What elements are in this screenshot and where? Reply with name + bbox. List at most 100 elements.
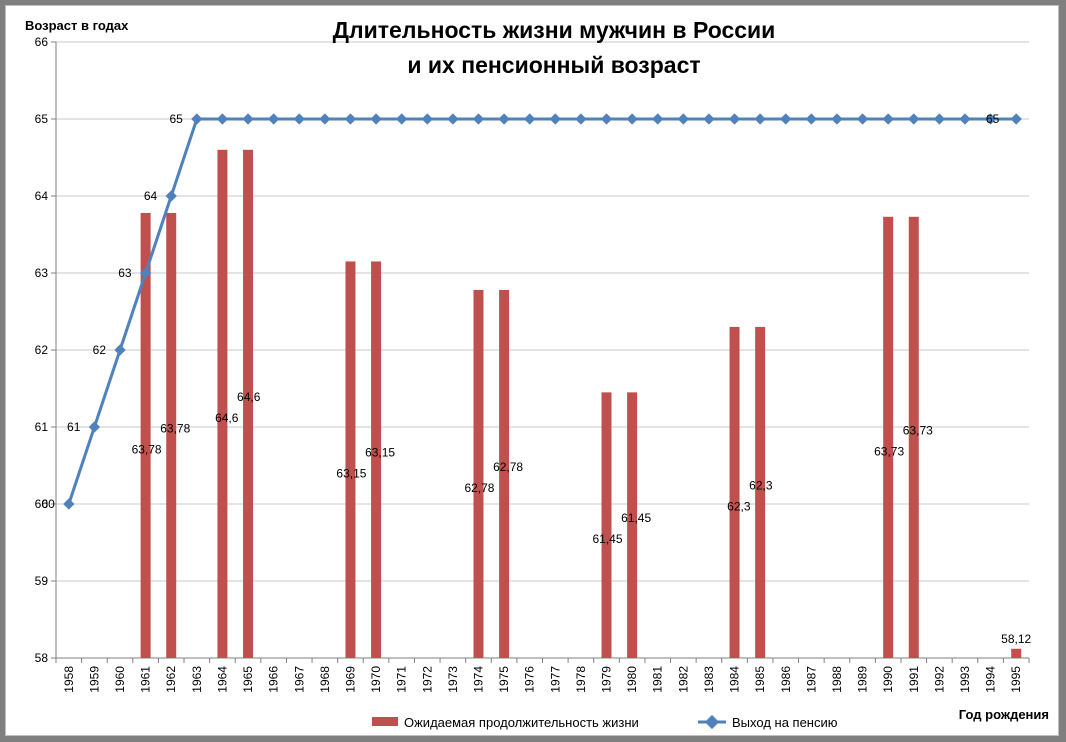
x-tick-label-1993: 1993 — [958, 666, 972, 693]
line-marker-1959 — [88, 421, 101, 433]
bar-label-1991: 63,73 — [903, 423, 933, 437]
x-tick-label-1982: 1982 — [676, 666, 690, 693]
y-tick-label-63: 63 — [35, 266, 49, 280]
x-tick-label-1994: 1994 — [984, 666, 998, 693]
line-marker-1978 — [575, 113, 587, 125]
bar-1962 — [166, 212, 177, 658]
line-marker-1972 — [421, 113, 433, 125]
line-marker-1969 — [344, 113, 357, 125]
chart-title-line-2: и их пенсионный возраст — [407, 52, 700, 78]
x-axis-label: Год рождения — [959, 707, 1049, 722]
line-marker-1995 — [1010, 113, 1022, 125]
y-tick-label-60: 60 — [35, 497, 49, 511]
bar-label-1984: 62,3 — [727, 499, 751, 513]
line-marker-1960 — [114, 344, 126, 356]
line-marker-1993 — [959, 113, 971, 125]
bar-label-1980: 61,45 — [621, 511, 651, 525]
x-tick-label-1970: 1970 — [369, 666, 383, 693]
line-marker-1973 — [447, 113, 459, 125]
line-marker-1988 — [831, 113, 843, 125]
line-marker-1964 — [216, 113, 229, 125]
bar-1970 — [371, 261, 382, 658]
bar-label-1969: 63,15 — [336, 467, 366, 481]
legend: Ожидаемая продолжительность жизни Выход … — [372, 714, 838, 730]
x-tick-label-1977: 1977 — [548, 666, 562, 693]
line-marker-1986 — [780, 113, 792, 125]
x-tick-label-1963: 1963 — [190, 666, 204, 693]
bar-1979 — [601, 392, 612, 658]
bar-label-1995: 58,12 — [1001, 632, 1031, 646]
line-marker-1991 — [908, 113, 920, 125]
bar-label-1974: 62,78 — [464, 481, 494, 495]
x-tick-label-1969: 1969 — [343, 666, 357, 693]
line-marker-1963 — [191, 113, 203, 125]
line-marker-1965 — [242, 113, 254, 125]
x-tick-label-1984: 1984 — [728, 666, 742, 693]
bar-1990 — [883, 216, 894, 659]
gridlines — [55, 41, 1029, 659]
x-tick-label-1959: 1959 — [87, 666, 101, 693]
x-tick-label-1967: 1967 — [292, 666, 306, 693]
line-marker-1982 — [677, 113, 689, 125]
line-marker-1981 — [652, 113, 664, 125]
x-tick-label-1972: 1972 — [420, 666, 434, 693]
x-tick-label-1986: 1986 — [779, 666, 793, 693]
line-marker-1962 — [165, 190, 177, 202]
x-tick-label-1983: 1983 — [702, 666, 716, 693]
bar-1961 — [140, 212, 151, 658]
legend-line-marker — [704, 714, 720, 730]
bar-label-1970: 63,15 — [365, 446, 395, 460]
x-tick-label-1989: 1989 — [856, 666, 870, 693]
bar-label-1979: 61,45 — [592, 532, 622, 546]
data-labels: 63,78 63,78 64,6 64,6 63,15 63,15 62,78 62,78 61… — [41, 112, 1031, 646]
y-tick-label-61: 61 — [35, 420, 49, 434]
x-tick-label-1979: 1979 — [600, 666, 614, 693]
x-tick-label-1964: 1964 — [215, 666, 229, 693]
x-tick-label-1975: 1975 — [497, 666, 511, 693]
line-label-1959: 61 — [67, 420, 81, 434]
line-marker-1980 — [626, 113, 638, 125]
bar-label-1964: 64,6 — [215, 411, 239, 425]
y-tick-label-62: 62 — [35, 343, 49, 357]
x-tick-label-1973: 1973 — [446, 666, 460, 693]
bar-label-1985: 62,3 — [749, 478, 773, 492]
y-axis-ticks: 58 59 60 61 62 63 64 65 66 — [35, 35, 56, 665]
x-tick-label-1981: 1981 — [651, 666, 665, 693]
x-tick-label-1985: 1985 — [753, 666, 767, 693]
bar-label-1961: 63,78 — [132, 442, 162, 456]
line-marker-1958 — [63, 498, 75, 510]
line-label-1960: 62 — [93, 343, 107, 357]
legend-bar-label: Ожидаемая продолжительность жизни — [404, 715, 639, 730]
bar-1964 — [217, 149, 228, 659]
line-label-1961: 63 — [118, 266, 132, 280]
x-tick-label-1962: 1962 — [164, 666, 178, 693]
x-tick-label-1974: 1974 — [471, 666, 485, 693]
y-tick-label-59: 59 — [35, 574, 49, 588]
line-marker-1975 — [498, 113, 510, 125]
bar-series — [140, 149, 1022, 659]
line-marker-1968 — [319, 113, 331, 125]
bar-label-1962: 63,78 — [160, 421, 190, 435]
bar-1985 — [755, 326, 766, 658]
line-marker-1961 — [139, 267, 152, 279]
line-marker-1977 — [549, 113, 561, 125]
x-tick-label-1992: 1992 — [932, 666, 946, 693]
x-tick-label-1980: 1980 — [625, 666, 639, 693]
bar-label-1990: 63,73 — [874, 444, 904, 458]
line-label-1962: 64 — [144, 189, 158, 203]
bar-1991 — [908, 216, 919, 659]
x-tick-label-1978: 1978 — [574, 666, 588, 693]
chart-frame: 58 59 60 61 62 63 64 65 66 1958 1959 1960 1961 1962 1… — [5, 5, 1059, 736]
line-marker-1987 — [805, 113, 818, 125]
x-axis-ticks: 1958 1959 1960 1961 1962 1963 1964 1965 1966 1967… — [55, 658, 1030, 693]
line-label-1963: 65 — [169, 112, 183, 126]
x-tick-label-1966: 1966 — [267, 666, 281, 693]
bar-1974 — [473, 289, 484, 658]
x-tick-label-1961: 1961 — [139, 666, 153, 693]
x-tick-label-1960: 1960 — [113, 666, 127, 693]
x-tick-label-1958: 1958 — [62, 666, 76, 693]
line-marker-1979 — [600, 113, 613, 125]
bar-1969 — [345, 261, 356, 658]
y-tick-label-66: 66 — [35, 35, 49, 49]
legend-bar-swatch — [372, 717, 398, 726]
